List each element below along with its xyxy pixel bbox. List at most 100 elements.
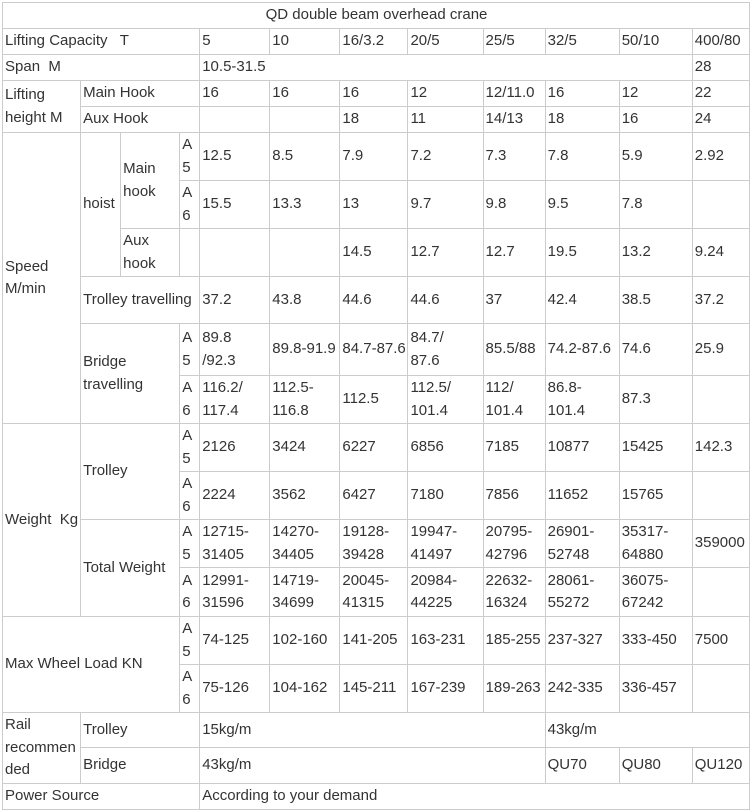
value-cell: 12715- 31405 (199, 519, 271, 568)
value-cell: 9.24 (691, 228, 751, 277)
value-cell: 6227 (339, 423, 409, 472)
value-cell: 10877 (544, 423, 620, 472)
rail-qu120-value: QU120 (691, 747, 751, 784)
value-cell: 7.3 (482, 132, 546, 181)
capacity-value: 10 (269, 28, 341, 55)
sub-label-hoist: hoist (80, 132, 122, 277)
sub-label-trolley: Trolley (80, 423, 181, 520)
value-cell: 20795- 42796 (482, 519, 546, 568)
grade-a6: A6 (179, 375, 201, 424)
row-label-weight: Weight Kg (1, 423, 82, 617)
sub-label-bridge: Bridge (80, 747, 201, 784)
grade-a5: A5 (179, 423, 201, 472)
value-cell: 20984- 44225 (407, 567, 484, 617)
sub-label-trolley: Trolley (80, 711, 201, 749)
capacity-value: 20/5 (407, 28, 484, 55)
value-cell: 12.7 (482, 228, 546, 277)
value-cell: 112/ 101.4 (482, 375, 546, 424)
value-cell: 16 (269, 80, 341, 107)
value-cell: 11 (407, 106, 484, 133)
value-cell: 6856 (407, 423, 484, 472)
value-cell: 333-450 (618, 616, 693, 665)
grade-a6: A6 (179, 471, 201, 520)
value-cell: 163-231 (407, 616, 484, 665)
grade-a5: A5 (179, 323, 201, 376)
value-cell: 3424 (269, 423, 341, 472)
value-cell: 116.2/ 117.4 (199, 375, 271, 424)
capacity-value: 50/10 (618, 28, 693, 55)
value-cell: 44.6 (407, 276, 484, 324)
value-cell: 185-255 (482, 616, 546, 665)
value-cell: 7.8 (544, 132, 620, 181)
value-cell: 19.5 (544, 228, 620, 277)
value-cell: 242-335 (544, 664, 620, 713)
value-cell: 75-126 (199, 664, 271, 713)
row-label-speed: Speed M/min (1, 132, 82, 424)
value-cell: 84.7-87.6 (339, 323, 409, 376)
value-cell: 44.6 (339, 276, 409, 324)
value-cell: 86.8- 101.4 (544, 375, 620, 424)
span-range-value: 10.5-31.5 (199, 54, 693, 81)
rail-bridge-left-value: 43kg/m (199, 747, 546, 784)
grade-empty-cell (179, 228, 201, 277)
value-cell: 2126 (199, 423, 271, 472)
sub-label-main-hook: Main hook (120, 132, 181, 229)
value-cell: 102-160 (269, 616, 341, 665)
value-cell: 104-162 (269, 664, 341, 713)
value-cell (199, 228, 271, 277)
value-cell (691, 375, 751, 424)
value-cell: 38.5 (618, 276, 693, 324)
value-cell: 14270- 34405 (269, 519, 341, 568)
value-cell: 28061- 55272 (544, 567, 620, 617)
value-cell: 11652 (544, 471, 620, 520)
value-cell: 9.5 (544, 180, 620, 229)
value-cell: 3562 (269, 471, 341, 520)
capacity-value: 400/80 (691, 28, 751, 55)
value-cell: 12 (407, 80, 484, 107)
value-cell: 7180 (407, 471, 484, 520)
value-cell (691, 567, 751, 617)
value-cell: 22 (691, 80, 751, 107)
value-cell: 18 (339, 106, 409, 133)
span-last-value: 28 (691, 54, 751, 81)
value-cell: 189-263 (482, 664, 546, 713)
value-cell: 7.2 (407, 132, 484, 181)
value-cell: 74-125 (199, 616, 271, 665)
value-cell: 359000 (691, 519, 751, 568)
value-cell: 112.5- 116.8 (269, 375, 341, 424)
value-cell: 7.9 (339, 132, 409, 181)
rail-qu70-value: QU70 (544, 747, 620, 784)
table-title: QD double beam overhead crane (2, 2, 750, 29)
value-cell: 19947- 41497 (407, 519, 484, 568)
sub-label-aux-hook: Aux hook (120, 228, 181, 277)
value-cell: 7856 (482, 471, 546, 520)
value-cell: 74.6 (618, 323, 693, 376)
grade-a5: A5 (179, 519, 201, 568)
sub-label-trolley-travelling: Trolley travelling (80, 276, 201, 324)
grade-a6: A6 (179, 567, 201, 617)
capacity-value: 16/3.2 (339, 28, 409, 55)
sub-label-bridge-travelling: Bridge travelling (80, 323, 181, 424)
sub-label-aux-hook: Aux Hook (80, 106, 201, 133)
value-cell: 237-327 (544, 616, 620, 665)
row-label-span: Span M (1, 54, 201, 81)
value-cell: 14.5 (339, 228, 409, 277)
value-cell: 74.2-87.6 (544, 323, 620, 376)
value-cell: 87.3 (618, 375, 693, 424)
row-label-lifting-capacity: Lifting Capacity T (1, 28, 201, 55)
sub-label-main-hook: Main Hook (80, 80, 201, 107)
row-label-max-wheel-load: Max Wheel Load KN (1, 616, 181, 713)
capacity-value: 5 (199, 28, 271, 55)
value-cell: 89.8 /92.3 (199, 323, 271, 376)
value-cell: 12.5 (199, 132, 271, 181)
value-cell: 13.3 (269, 180, 341, 229)
value-cell: 7.8 (618, 180, 693, 229)
value-cell: 16 (339, 80, 409, 107)
value-cell: 14/13 (482, 106, 546, 133)
value-cell: 42.4 (544, 276, 620, 324)
row-label-lifting-height: Lifting height M (1, 80, 82, 133)
value-cell: 14719- 34699 (269, 567, 341, 617)
rail-trolley-right-value: 43kg/m (544, 711, 751, 749)
value-cell (269, 106, 341, 133)
